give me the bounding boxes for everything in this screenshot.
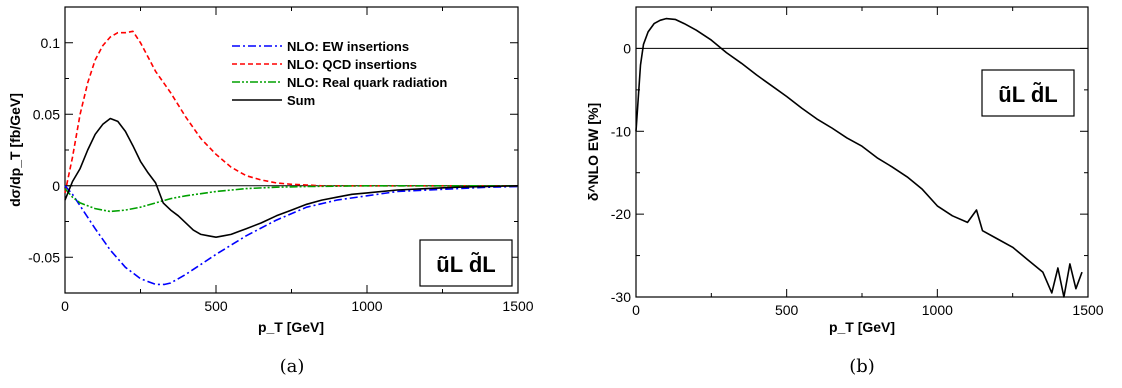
process-label-b: ũL d̃L [998,82,1057,107]
a-x-tick-label: 0 [61,298,69,314]
b-y-tick-label: 0 [623,40,631,56]
a-series-line-0 [64,185,519,286]
b-y-tick-label: -10 [611,123,631,139]
legend-label-qcd: NLO: QCD insertions [287,57,417,72]
x-axis-label-a: p_T [GeV] [258,319,324,335]
legend-label-ew: NLO: EW insertions [287,39,409,54]
caption-a: (a) [280,356,305,377]
b-x-tick-label: 0 [632,302,640,318]
b-series-line-0 [635,17,1083,298]
chart-panel-a: 0 500 1000 1500 -0.05 0 0.05 0.1 NLO: EW insert… [7,6,534,335]
b-y-tick-label: -30 [611,289,631,305]
a-x-tick-label: 1500 [502,298,533,314]
legend: NLO: EW insertions NLO: QCD insertions N… [232,39,447,108]
a-x-tick-label: 1000 [351,298,382,314]
x-axis-label-b: p_T [GeV] [829,319,895,335]
y-axis-label-b: δ^NLO EW [%] [585,103,601,201]
a-series-line-1 [64,30,518,194]
process-label-box-b: ũL d̃L [981,69,1075,117]
caption-b: (b) [849,356,875,377]
b-y-tick-label: -20 [611,206,631,222]
y-axis-label-a: dσ/dp_T [fb/GeV] [7,93,23,207]
a-y-tick-label: 0.05 [33,106,60,122]
chart-panel-b: 0 500 1000 1500-30-20-100 ũL d̃L p_T [GeV] … [585,6,1104,335]
b-x-tick-label: 1500 [1072,302,1103,318]
legend-label-real: NLO: Real quark radiation [287,75,447,90]
legend-label-sum: Sum [287,93,315,108]
marks-panel-a: 0 500 1000 1500 -0.05 0 0.05 0.1 [28,7,534,314]
process-label-box-a: ũL d̃L [419,239,513,287]
a-y-tick-label: 0 [52,178,60,194]
b-x-tick-label: 1000 [922,302,953,318]
a-series-line-3 [64,117,519,238]
a-y-tick-label: 0.1 [41,35,61,51]
marks-panel-b: 0 500 1000 1500 -30 -20 -10 0 [611,7,1104,318]
a-y-tick-label: -0.05 [28,249,60,265]
process-label-a: ũL d̃L [436,252,495,277]
b-x-tick-label: 500 [775,302,799,318]
a-x-tick-label: 500 [204,298,228,314]
a-series-line-2 [64,185,518,213]
